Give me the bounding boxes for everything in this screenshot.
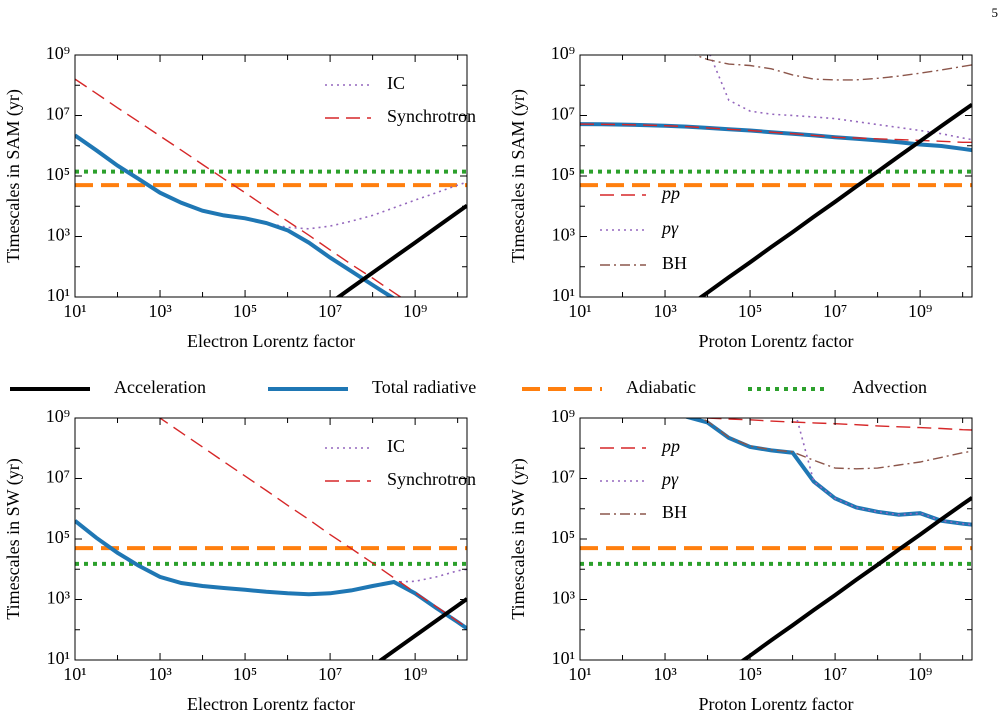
series-line	[795, 418, 972, 526]
x-tick-label: 10³	[148, 301, 172, 321]
x-tick-label: 10⁵	[738, 301, 762, 321]
y-tick-label: 10⁵	[551, 164, 575, 184]
legend-label: Synchrotron	[387, 469, 476, 489]
y-tick-label: 10⁹	[551, 406, 575, 426]
series-line	[685, 418, 972, 527]
x-tick-label: 10¹	[63, 301, 86, 321]
x-tick-label: 10⁷	[318, 664, 342, 684]
x-tick-label: 10¹	[568, 664, 591, 684]
legend-label: Synchrotron	[387, 106, 476, 126]
legend-label: pp	[660, 183, 680, 203]
x-tick-label: 10⁷	[823, 664, 847, 684]
plot-area	[580, 55, 972, 297]
series-line	[377, 597, 467, 660]
panel: 10¹ 10³ 10⁵ 10⁷ 10⁹ 10¹ 10³ 10⁵ 10⁷ 10⁹ Proton Lor…	[508, 43, 973, 351]
y-tick-label: 10⁷	[551, 104, 575, 124]
series-line	[740, 496, 972, 660]
y-axis-label: Timescales in SW (yr)	[508, 458, 529, 620]
x-tick-label: 10⁷	[823, 301, 847, 321]
x-tick-label: 10¹	[63, 664, 86, 684]
x-tick-label: 10³	[653, 301, 677, 321]
series-line	[75, 133, 395, 297]
y-tick-label: 10³	[552, 588, 576, 608]
x-axis-label: Proton Lorentz factor	[699, 694, 854, 714]
y-axis-label: Timescales in SW (yr)	[3, 458, 24, 620]
plot-area	[580, 418, 972, 660]
axes-frame	[579, 54, 973, 298]
legend-label: IC	[387, 436, 405, 456]
series-line	[697, 102, 972, 297]
page-number: 5	[992, 5, 999, 20]
axes-frame	[74, 417, 468, 661]
y-tick-label: 10⁷	[46, 467, 70, 487]
y-tick-label: 10⁷	[551, 467, 575, 487]
y-tick-label: 10⁹	[551, 43, 575, 63]
x-axis-label: Proton Lorentz factor	[699, 331, 854, 351]
y-tick-label: 10⁵	[551, 527, 575, 547]
legend-label: BH	[662, 502, 687, 522]
legend-label: pγ	[660, 469, 679, 489]
panel: 10¹ 10³ 10⁵ 10⁷ 10⁹ 10¹ 10³ 10⁵ 10⁷ 10⁹ Electron L…	[3, 406, 476, 714]
x-axis-label: Electron Lorentz factor	[187, 694, 355, 714]
x-tick-label: 10⁹	[908, 664, 932, 684]
legend-label: Adiabatic	[626, 377, 696, 397]
y-tick-label: 10¹	[47, 648, 70, 668]
series-line	[75, 78, 402, 297]
y-tick-label: 10³	[47, 225, 71, 245]
series-line	[75, 519, 467, 631]
x-tick-label: 10⁹	[403, 301, 427, 321]
panel: 10¹ 10³ 10⁵ 10⁷ 10⁹ 10¹ 10³ 10⁵ 10⁷ 10⁹ Electron L…	[3, 43, 476, 351]
axes-frame	[74, 54, 468, 298]
series-line	[393, 568, 467, 583]
series-line	[335, 203, 467, 297]
y-tick-label: 10⁹	[46, 406, 70, 426]
series-line	[580, 123, 972, 143]
y-tick-label: 10⁵	[46, 527, 70, 547]
y-tick-label: 10¹	[47, 285, 70, 305]
x-tick-label: 10¹	[568, 301, 591, 321]
x-tick-label: 10⁹	[403, 664, 427, 684]
plot-area	[75, 418, 467, 660]
x-tick-label: 10⁷	[318, 301, 342, 321]
y-tick-label: 10¹	[552, 648, 575, 668]
x-tick-label: 10⁵	[233, 664, 257, 684]
legend-label: Acceleration	[114, 377, 206, 397]
x-tick-label: 10⁵	[738, 664, 762, 684]
legend-label: BH	[662, 253, 687, 273]
legend-label: pp	[660, 436, 680, 456]
series-line	[693, 55, 972, 81]
series-line	[158, 418, 467, 628]
y-axis-label: Timescales in SAM (yr)	[508, 89, 529, 263]
y-tick-label: 10³	[552, 225, 576, 245]
y-tick-label: 10¹	[552, 285, 575, 305]
y-axis-label: Timescales in SAM (yr)	[3, 89, 24, 263]
x-tick-label: 10³	[653, 664, 677, 684]
y-tick-label: 10³	[47, 588, 71, 608]
legend-label: Advection	[852, 377, 927, 397]
legend-label: pγ	[660, 218, 679, 238]
x-tick-label: 10⁵	[233, 301, 257, 321]
series-line	[707, 418, 972, 431]
legend-label: IC	[387, 73, 405, 93]
y-tick-label: 10⁷	[46, 104, 70, 124]
panel: 10¹ 10³ 10⁵ 10⁷ 10⁹ 10¹ 10³ 10⁵ 10⁷ 10⁹ Proton Lor…	[508, 406, 973, 714]
series-line	[709, 55, 972, 141]
plot-area	[75, 78, 467, 297]
y-tick-label: 10⁹	[46, 43, 70, 63]
x-tick-label: 10³	[148, 664, 172, 684]
series-line	[698, 418, 972, 470]
legend-label: Total radiative	[372, 377, 476, 397]
x-tick-label: 10⁹	[908, 301, 932, 321]
x-axis-label: Electron Lorentz factor	[187, 331, 355, 351]
axes-frame	[579, 417, 973, 661]
y-tick-label: 10⁵	[46, 164, 70, 184]
